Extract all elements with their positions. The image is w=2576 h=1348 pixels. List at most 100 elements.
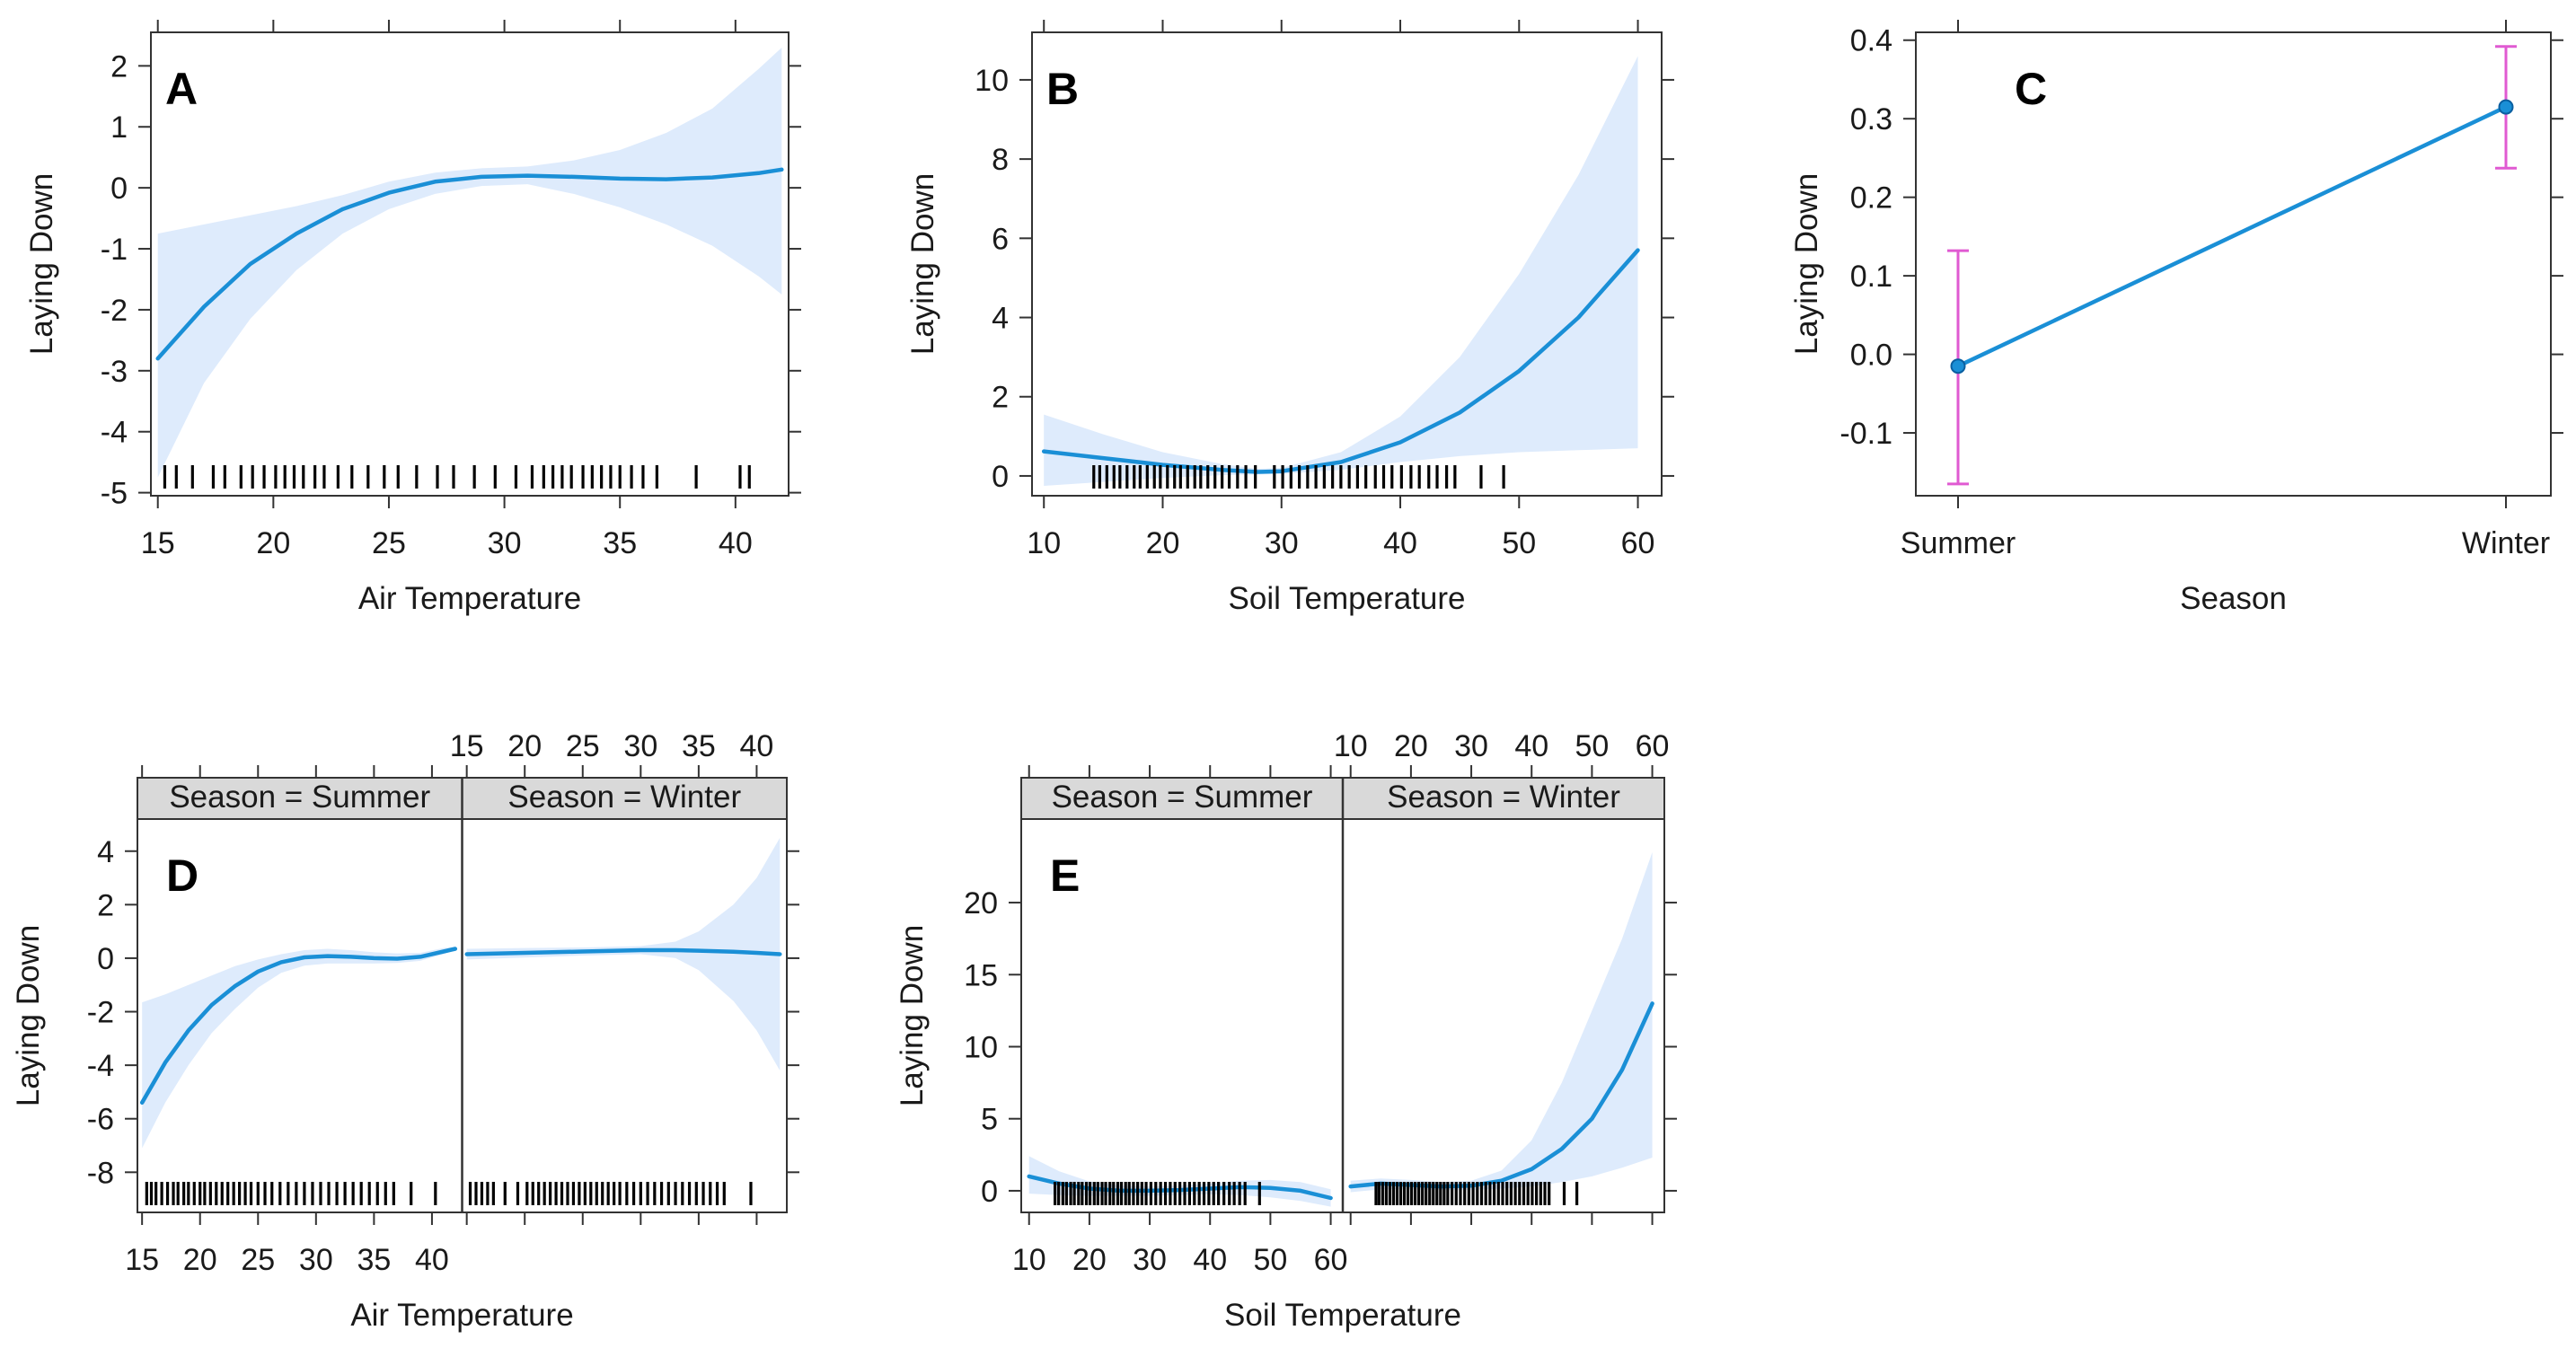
panel-e-ytick-label: 20 <box>964 886 998 921</box>
panel-d-facet-clip-area <box>463 819 788 1212</box>
panel-c-ytick-label: 0.2 <box>1850 181 1892 216</box>
panel-d-strip-label: Season = Summer <box>169 780 430 815</box>
panel-c-label: C <box>2015 64 2047 114</box>
panel-b-ylabel: Laying Down <box>905 173 940 355</box>
panel-d-label: D <box>166 850 198 901</box>
panel-a-frame <box>150 31 790 497</box>
panel-e-ylabel: Laying Down <box>895 925 930 1106</box>
panel-a-fit-line <box>155 167 784 361</box>
panel-c: Summer Winter -0.1 0.0 0.1 0.2 0.3 0.4 Laying Do… <box>1789 20 2563 616</box>
panel-d-ytick-label: -6 <box>87 1103 114 1137</box>
panel-d-xtick-label: 30 <box>299 1243 333 1277</box>
panel-d-top-tick-label: 40 <box>740 729 774 763</box>
panel-d-facet-summer: Season = Summer 15 20 25 30 35 40 <box>125 765 463 1277</box>
panel-c-ytick-label: 0.1 <box>1850 260 1892 294</box>
panel-b-xlabel: Soil Temperature <box>1229 581 1466 616</box>
panel-b-frame <box>1031 31 1663 497</box>
panel-e-label: E <box>1050 850 1080 901</box>
panel-b-xtick-label: 60 <box>1621 526 1655 560</box>
panel-d-xtick-label: 15 <box>125 1243 159 1277</box>
panel-a-ci-band <box>157 48 782 478</box>
panel-d-facet-ci-band <box>142 947 455 1149</box>
panel-c-point <box>1950 358 1966 374</box>
panel-a: -5 -4 -3 -2 -1 0 1 2 Laying Down 15 20 25 30 35 40 Air … <box>24 20 801 616</box>
panel-d-ylabel: Laying Down <box>11 925 46 1106</box>
panel-e-xtick-label: 30 <box>1133 1243 1167 1277</box>
panel-e-xtick-label: 10 <box>1012 1243 1046 1277</box>
panel-c-ytick-label: 0.4 <box>1850 24 1892 58</box>
panel-c-ytick-label: 0.3 <box>1850 102 1892 137</box>
panel-a-ytick-label: -5 <box>101 477 128 511</box>
panel-e-ytick-label: 0 <box>981 1175 998 1209</box>
panel-c-category-label: Winter <box>2462 526 2550 560</box>
panel-b: 0 2 4 6 8 10 Laying Down 10 20 30 40 50 60 Soil Tempe… <box>905 20 1674 616</box>
panel-c-effect-line <box>1957 105 2507 368</box>
panel-e-facet-summer: Season = Summer 10 20 30 40 50 60 <box>1012 765 1348 1277</box>
panel-d-xtick-label: 25 <box>241 1243 275 1277</box>
panel-b-ci-band <box>1044 56 1638 486</box>
panel-e-xtick-label: 50 <box>1253 1243 1287 1277</box>
panel-e-top-tick-label: 50 <box>1575 729 1609 763</box>
panel-d-top-tick-label: 30 <box>623 729 657 763</box>
panel-e-strip-label: Season = Winter <box>1387 780 1620 815</box>
panel-b-ytick-label: 4 <box>992 302 1009 336</box>
panel-e-top-tick-label: 10 <box>1334 729 1368 763</box>
panel-c-ytick-label: -0.1 <box>1839 417 1892 451</box>
panel-d-facet-winter: Season = Winter 15 20 25 30 35 40 <box>450 729 788 1225</box>
panel-d-strip-label: Season = Winter <box>507 780 741 815</box>
panel-a-xtick-label: 35 <box>603 526 637 560</box>
panel-e-top-tick-label: 30 <box>1454 729 1488 763</box>
panel-b-ytick-label: 10 <box>975 64 1009 98</box>
panel-b-ytick-label: 8 <box>992 143 1009 177</box>
panel-e-ytick-label: 15 <box>964 958 998 992</box>
panel-b-fit-line <box>1041 248 1640 474</box>
panel-d-facet-ci-band <box>466 837 781 1071</box>
panel-a-xlabel: Air Temperature <box>358 581 581 616</box>
panel-a-label: A <box>165 64 198 114</box>
panel-b-xtick-label: 10 <box>1027 526 1061 560</box>
panel-b-xtick-label: 20 <box>1146 526 1180 560</box>
panel-a-ytick-label: 2 <box>110 49 128 84</box>
panel-a-ytick-label: -1 <box>101 233 128 267</box>
panel-d-ytick-label: -8 <box>87 1156 114 1190</box>
panel-c-point <box>2498 99 2514 115</box>
panel-d-xlabel: Air Temperature <box>350 1298 573 1333</box>
panel-a-xtick-label: 15 <box>141 526 175 560</box>
panel-a-ylabel: Laying Down <box>24 173 59 355</box>
panel-c-category-label: Summer <box>1901 526 2016 560</box>
panel-c-ylabel: Laying Down <box>1789 173 1824 355</box>
panel-b-label: B <box>1046 64 1079 114</box>
panel-d-top-tick-label: 25 <box>566 729 600 763</box>
panel-e-xtick-label: 60 <box>1314 1243 1348 1277</box>
panel-d-ytick-label: 2 <box>97 888 114 922</box>
panel-e-strip-label: Season = Summer <box>1052 780 1313 815</box>
panel-a-xtick-label: 20 <box>256 526 290 560</box>
panel-a-xtick-label: 40 <box>719 526 753 560</box>
panel-d-xtick-label: 20 <box>183 1243 217 1277</box>
panel-c-frame <box>1915 31 2552 497</box>
panel-e-ytick-label: 5 <box>981 1103 998 1137</box>
panel-d-ytick-label: 4 <box>97 835 114 869</box>
panel-e-xlabel: Soil Temperature <box>1224 1298 1461 1333</box>
panel-a-ytick-label: -4 <box>101 416 128 450</box>
panel-e-top-tick-label: 40 <box>1514 729 1548 763</box>
panel-d-top-tick-label: 15 <box>450 729 484 763</box>
panel-a-xtick-label: 25 <box>372 526 406 560</box>
panel-c-xlabel: Season <box>2180 581 2287 616</box>
panel-d-ytick-label: -4 <box>87 1049 114 1083</box>
panel-d-facet-fit-line <box>464 947 782 956</box>
panel-a-ytick-label: -2 <box>101 294 128 328</box>
panel-b-ytick-label: 0 <box>992 460 1009 494</box>
panel-d-top-tick-label: 35 <box>682 729 716 763</box>
panel-d-xtick-label: 35 <box>357 1243 391 1277</box>
panel-e-top-tick-label: 20 <box>1394 729 1428 763</box>
panel-e-top-tick-label: 60 <box>1636 729 1670 763</box>
panel-a-xtick-label: 30 <box>488 526 522 560</box>
panel-a-ytick-label: 1 <box>110 110 128 145</box>
panel-d-top-tick-label: 20 <box>507 729 542 763</box>
panel-b-xtick-label: 50 <box>1502 526 1536 560</box>
panel-d-ytick-label: -2 <box>87 996 114 1030</box>
